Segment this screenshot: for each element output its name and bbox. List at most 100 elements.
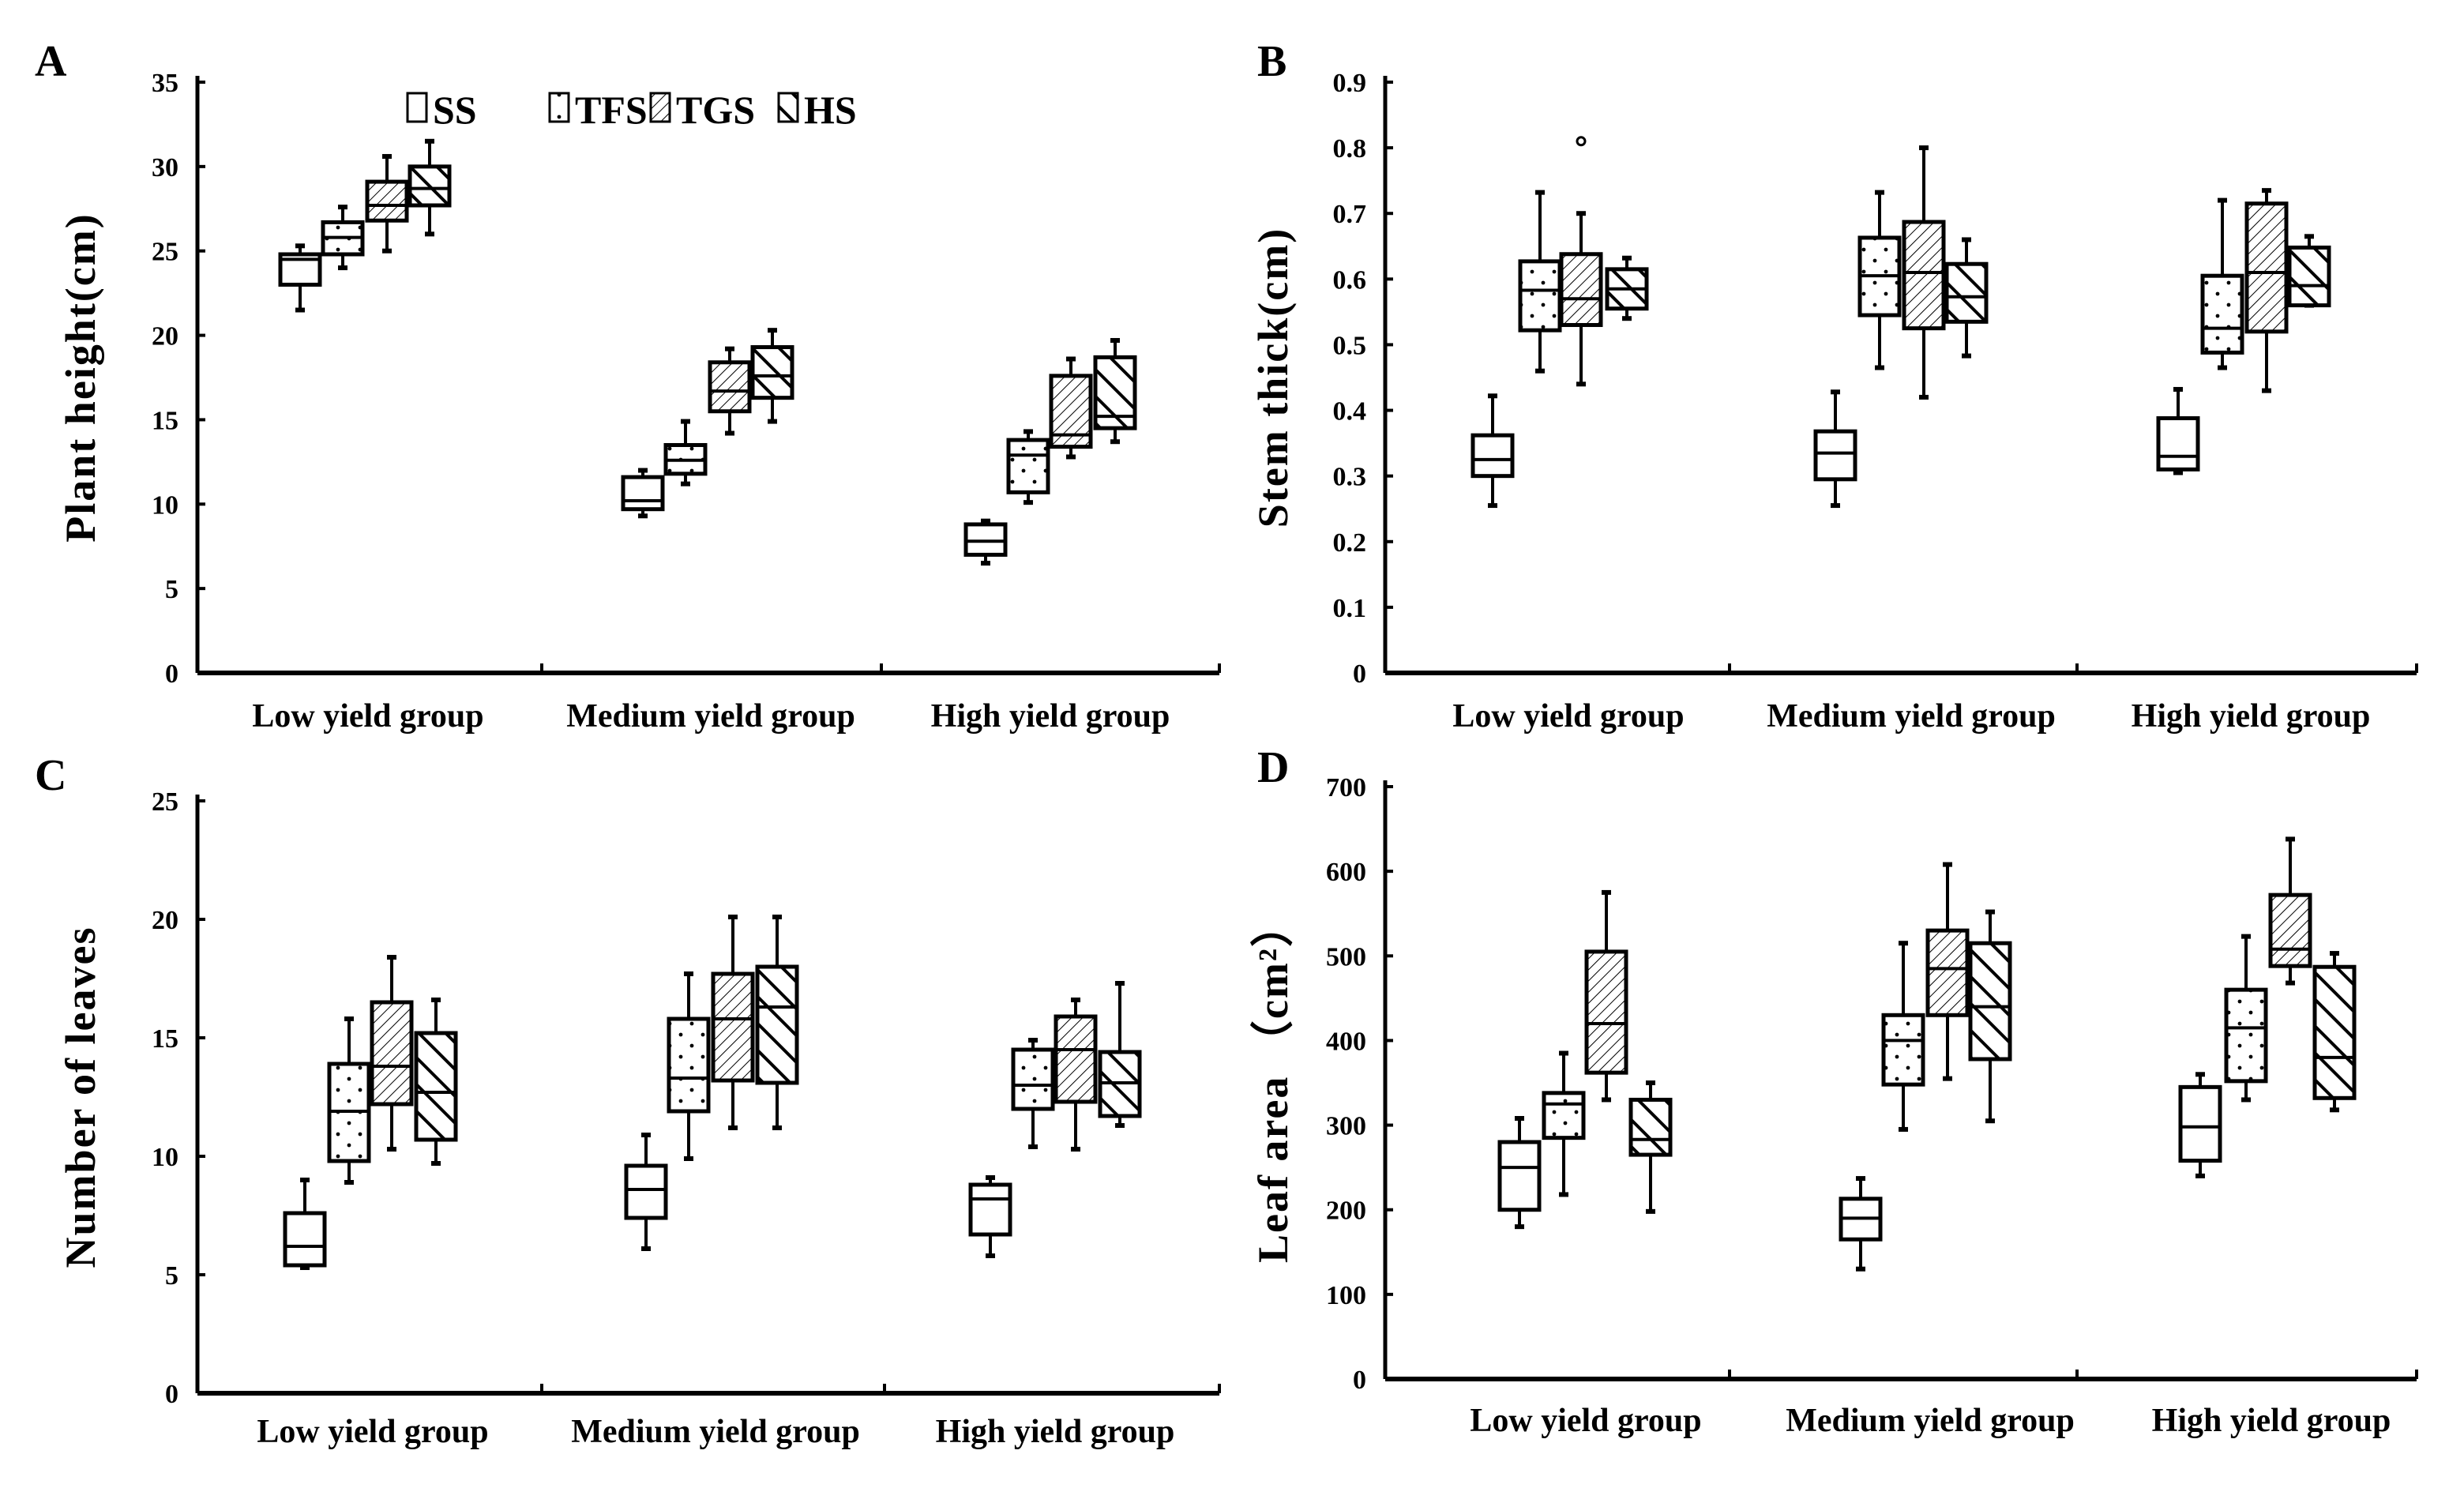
y-tick-label: 0: [165, 659, 178, 689]
box-iqr: [711, 971, 755, 1083]
box-iqr: [1518, 259, 1562, 333]
panel-label: D: [1257, 743, 1289, 792]
y-axis-title: Number of leaves: [57, 926, 104, 1268]
box-hs: [2287, 234, 2331, 308]
x-category-label: Medium yield group: [1767, 698, 2056, 735]
box-iqr: [2156, 416, 2200, 472]
box-iqr: [2224, 987, 2268, 1084]
panel-b: B 0 0.1 0.2 0.3 0.4 0.5 0.6 0.7 0.8 0.9 Low yield g…: [1249, 37, 2418, 735]
box-iqr: [2268, 892, 2312, 968]
y-tick-label: 700: [1326, 773, 1366, 802]
box-tfs: [327, 1016, 371, 1185]
box-iqr: [621, 475, 665, 512]
box-tgs: [1049, 356, 1093, 460]
box-tfs: [1006, 429, 1050, 505]
box-ss: [1471, 393, 1515, 509]
x-category-label: Low yield group: [257, 1414, 488, 1450]
box-ss: [278, 243, 322, 313]
box-iqr: [755, 964, 799, 1085]
box-hs: [755, 915, 799, 1130]
y-tick-label: 0: [165, 1380, 178, 1409]
legend-label: HS: [804, 88, 857, 132]
box-iqr: [414, 1031, 458, 1142]
y-tick-label: 0: [1353, 659, 1366, 689]
y-tick-label: 10: [152, 1143, 178, 1172]
box-ss: [1813, 389, 1857, 509]
box-hs: [1968, 909, 2012, 1124]
box-iqr: [1542, 1091, 1586, 1140]
box-ss: [2178, 1072, 2222, 1178]
box-ss: [1497, 1116, 1542, 1230]
box-iqr: [968, 1182, 1012, 1237]
box-tfs: [321, 205, 365, 271]
legend: SS TFS TGS HS: [406, 88, 857, 132]
box-ss: [2156, 386, 2200, 475]
y-tick-label: 0.1: [1333, 594, 1367, 623]
box-tgs: [1054, 998, 1098, 1152]
y-tick-label: 15: [152, 1024, 178, 1054]
box-iqr: [1944, 261, 1989, 324]
box-tgs: [708, 346, 752, 436]
box-iqr: [408, 164, 452, 208]
x-category-label: Low yield group: [1470, 1403, 1701, 1439]
box-tgs: [370, 955, 414, 1152]
y-axis-title: Plant height(cm): [57, 212, 104, 542]
box-iqr: [1968, 941, 2012, 1062]
y-tick-label: 0.5: [1333, 331, 1367, 360]
box-iqr: [624, 1163, 668, 1220]
box-iqr: [2287, 245, 2331, 308]
box-iqr: [1584, 949, 1628, 1075]
box-tfs: [2200, 197, 2244, 370]
box-ss: [621, 468, 665, 519]
panel-label: A: [35, 37, 67, 86]
box-tgs: [365, 154, 409, 254]
box-tgs: [2244, 188, 2289, 393]
box-iqr: [1902, 220, 1946, 331]
y-tick-label: 20: [152, 322, 178, 351]
y-tick-label: 25: [152, 787, 178, 817]
y-tick-label: 20: [152, 906, 178, 935]
box-iqr: [1925, 928, 1970, 1017]
y-tick-label: 400: [1326, 1027, 1366, 1056]
y-tick-label: 0.4: [1333, 397, 1367, 426]
legend-swatch-tgs: [649, 92, 671, 123]
box-iqr: [283, 1211, 327, 1268]
panel-d: D 0 100 200 300 400 500 600 700 Low yield group Me…: [1249, 743, 2418, 1439]
box-iqr: [667, 1016, 711, 1114]
box-hs: [1605, 255, 1649, 321]
y-tick-label: 0.3: [1333, 463, 1367, 492]
box-ss: [968, 1175, 1012, 1258]
box-iqr: [708, 360, 752, 414]
box-hs: [1944, 237, 1989, 359]
box-iqr: [750, 345, 794, 400]
box-hs: [1093, 337, 1137, 445]
box-ss: [963, 518, 1008, 566]
box-tfs: [1542, 1050, 1586, 1197]
box-ss: [624, 1133, 668, 1251]
box-tfs: [667, 971, 711, 1161]
box-iqr: [2200, 273, 2244, 355]
box-iqr: [963, 522, 1008, 557]
panel-label: C: [35, 751, 66, 800]
legend-label: TGS: [676, 88, 755, 132]
box-tgs: [1584, 889, 1628, 1103]
x-category-label: Low yield group: [1452, 698, 1684, 735]
box-hs: [750, 328, 794, 424]
box-tfs: [2224, 934, 2268, 1103]
y-tick-label: 0.9: [1333, 69, 1367, 98]
x-category-label: High yield group: [2152, 1403, 2391, 1439]
box-tfs: [1518, 190, 1562, 374]
box-iqr: [1011, 1047, 1055, 1111]
y-tick-label: 600: [1326, 858, 1366, 887]
panel-a: A 0 5 10 15 20 25 30 35 Low yield group Medium yie…: [35, 37, 1221, 735]
box-iqr: [2312, 964, 2357, 1100]
box-iqr: [1006, 438, 1050, 494]
box-iqr: [370, 1000, 414, 1107]
y-tick-label: 100: [1326, 1281, 1366, 1310]
y-tick-label: 30: [152, 153, 178, 182]
y-tick-label: 5: [165, 1261, 178, 1291]
legend-swatch-tfs: [548, 92, 570, 123]
box-tgs: [1902, 145, 1946, 400]
box-iqr: [1628, 1097, 1673, 1157]
